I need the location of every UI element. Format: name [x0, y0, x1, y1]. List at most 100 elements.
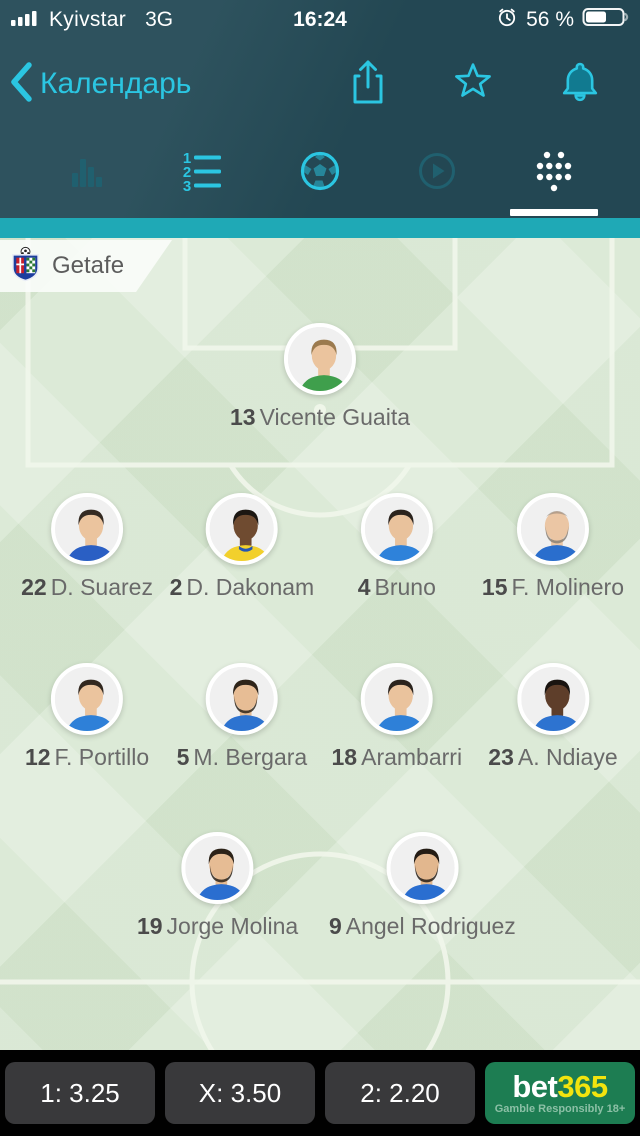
player-photo [360, 493, 433, 565]
bet365-button[interactable]: bet365 Gamble Responsibly 18+ [485, 1062, 635, 1124]
clock-label: 16:24 [293, 8, 347, 31]
player-name: M. Bergara [193, 744, 308, 770]
carrier-label: Kyivstar [49, 8, 127, 31]
back-label: Календарь [40, 67, 192, 100]
team-name-label: Getafe [52, 252, 125, 279]
bell-icon[interactable] [558, 58, 602, 111]
player-marker[interactable]: 18 Arambarri [331, 663, 463, 771]
formation-dots-icon [530, 147, 578, 200]
bar-chart-icon [62, 149, 110, 198]
player-photo [181, 832, 254, 904]
nav-actions [348, 58, 632, 111]
player-label: 4 Bruno [358, 574, 436, 601]
player-photo [284, 323, 356, 395]
player-photo [51, 493, 124, 565]
status-right: 56 % [496, 6, 630, 34]
player-name: Jorge Molina [166, 913, 299, 939]
player-number: 9 [328, 913, 342, 939]
player-name: F. Portillo [54, 744, 150, 770]
player-number: 18 [331, 744, 358, 770]
pitch-view: 13 Vicente Guaita 22 D. Suarez 2 D. Dakonam… [0, 238, 640, 1050]
player-number: 15 [481, 574, 508, 600]
tab-bar: 1 2 3 [0, 128, 640, 218]
player-name: Angel Rodriguez [345, 913, 516, 939]
back-button[interactable]: Календарь [8, 61, 191, 108]
player-label: 22 D. Suarez [21, 574, 153, 601]
player-number: 19 [136, 913, 163, 939]
bet365-tagline: Gamble Responsibly 18+ [494, 1102, 626, 1115]
numbered-list-icon: 1 2 3 [179, 148, 227, 199]
play-icon [414, 148, 460, 199]
player-number: 2 [169, 574, 183, 600]
battery-icon [582, 6, 630, 34]
share-icon[interactable] [348, 58, 388, 111]
svg-text:3: 3 [183, 178, 191, 194]
star-icon[interactable] [450, 59, 496, 109]
tab-lineups[interactable] [496, 128, 613, 218]
player-photo [386, 832, 459, 904]
player-label: 19 Jorge Molina [137, 913, 298, 940]
tab-statistics[interactable] [27, 128, 144, 218]
player-photo [51, 663, 124, 735]
player-marker[interactable]: 23 A. Ndiaye [488, 663, 618, 771]
tab-media[interactable] [379, 128, 496, 218]
svg-text:2: 2 [183, 164, 191, 181]
player-number: 23 [488, 744, 514, 770]
lineup-players: 13 Vicente Guaita 22 D. Suarez 2 D. Dakonam… [0, 238, 640, 1050]
betting-bar: 1: 3.25 X: 3.50 2: 2.20 bet365 Gamble Resp… [0, 1050, 640, 1136]
player-marker[interactable]: 13 Vicente Guaita [230, 323, 410, 431]
svg-text:1: 1 [183, 150, 191, 167]
status-left: Kyivstar 3G [10, 6, 173, 34]
player-marker[interactable]: 9 Angel Rodriguez [329, 832, 516, 940]
football-icon [297, 148, 343, 199]
player-label: 23 A. Ndiaye [488, 744, 617, 771]
player-marker[interactable]: 12 F. Portillo [25, 663, 149, 771]
player-name: A. Ndiaye [517, 744, 618, 770]
player-number: 4 [357, 574, 371, 600]
player-label: 15 F. Molinero [482, 574, 624, 601]
signal-bars-icon [10, 6, 40, 34]
tab-standings[interactable]: 1 2 3 [144, 128, 261, 218]
player-marker[interactable]: 4 Bruno [358, 493, 436, 601]
bet365-logo: bet365 [512, 1068, 608, 1104]
navigation-bar: Календарь [0, 40, 640, 128]
player-number: 13 [229, 404, 256, 430]
player-label: 2 D. Dakonam [170, 574, 315, 601]
odds-button-1[interactable]: 1: 3.25 [5, 1062, 155, 1124]
tab-match[interactable] [261, 128, 378, 218]
player-label: 5 M. Bergara [177, 744, 308, 771]
player-marker[interactable]: 19 Jorge Molina [137, 832, 298, 940]
odds-button-2[interactable]: 2: 2.20 [325, 1062, 475, 1124]
odds-button-x[interactable]: X: 3.50 [165, 1062, 315, 1124]
battery-percent-label: 56 % [526, 8, 574, 31]
player-name: F. Molinero [511, 574, 624, 600]
status-bar: Kyivstar 3G 16:24 56 % [0, 0, 640, 40]
player-name: Bruno [374, 574, 436, 600]
player-photo [516, 663, 589, 735]
top-chrome: Kyivstar 3G 16:24 56 % [0, 0, 640, 218]
player-marker[interactable]: 15 F. Molinero [482, 493, 624, 601]
player-name: D. Suarez [50, 574, 153, 600]
player-number: 5 [176, 744, 190, 770]
alarm-clock-icon [496, 6, 518, 34]
player-photo [516, 493, 589, 565]
player-name: D. Dakonam [186, 574, 315, 600]
player-name: Vicente Guaita [259, 404, 411, 430]
player-label: 12 F. Portillo [25, 744, 149, 771]
player-marker[interactable]: 5 M. Bergara [177, 663, 308, 771]
player-number: 12 [24, 744, 51, 770]
network-label: 3G [145, 8, 174, 31]
player-name: Arambarri [361, 744, 463, 770]
active-tab-underline [510, 209, 599, 216]
player-photo [360, 663, 433, 735]
player-number: 22 [21, 574, 47, 600]
player-photo [205, 663, 278, 735]
teal-divider-bar [0, 218, 640, 238]
player-label: 13 Vicente Guaita [230, 404, 410, 431]
getafe-crest-icon [10, 246, 41, 287]
player-marker[interactable]: 22 D. Suarez [21, 493, 153, 601]
player-marker[interactable]: 2 D. Dakonam [170, 493, 315, 601]
player-photo [205, 493, 278, 565]
player-label: 9 Angel Rodriguez [329, 913, 516, 940]
